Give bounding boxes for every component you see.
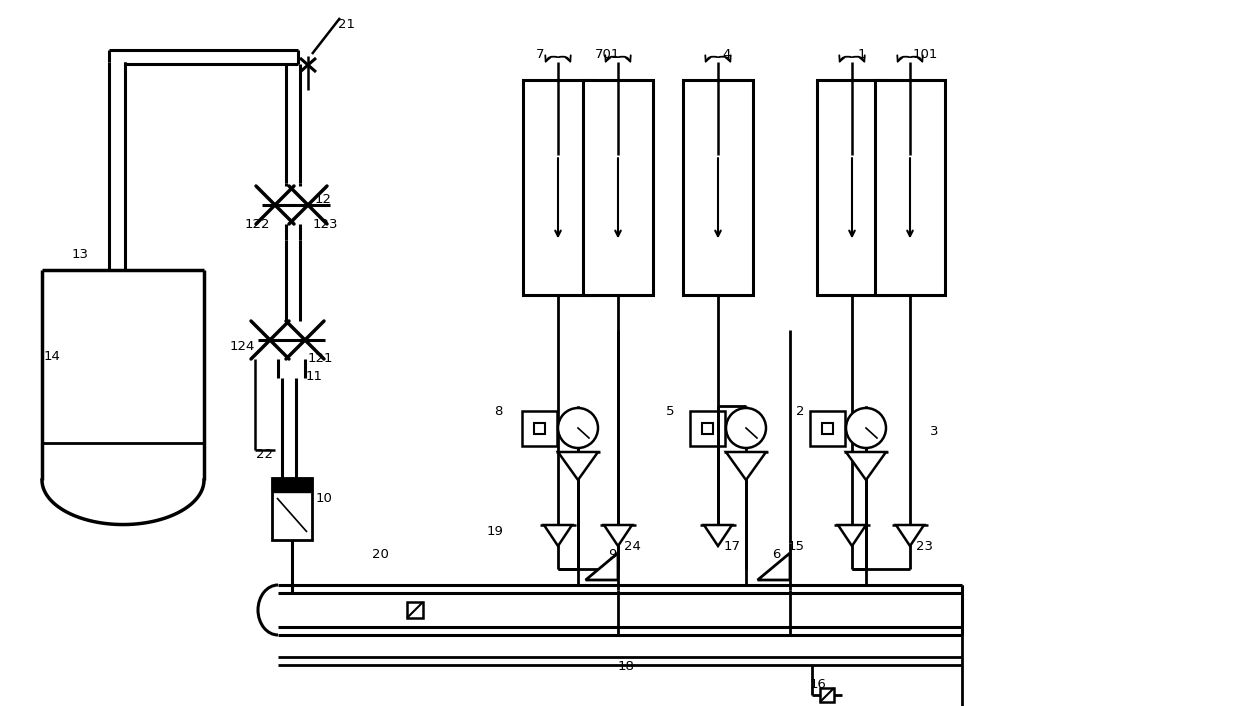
Text: 122: 122	[246, 218, 270, 231]
Polygon shape	[758, 553, 790, 580]
Bar	[817, 80, 887, 295]
Bar	[523, 80, 593, 295]
Bar	[820, 688, 835, 702]
Text: 24: 24	[624, 540, 641, 553]
Text: 20: 20	[372, 548, 389, 561]
Text: 13: 13	[72, 248, 89, 261]
Text: 101: 101	[913, 48, 939, 61]
Polygon shape	[897, 525, 924, 546]
Polygon shape	[604, 525, 632, 546]
Circle shape	[725, 408, 766, 448]
Text: 11: 11	[306, 370, 322, 383]
Text: 121: 121	[308, 352, 334, 365]
Bar	[583, 80, 653, 295]
Text: 18: 18	[618, 660, 635, 673]
Text: 12: 12	[315, 193, 332, 206]
Bar	[407, 602, 423, 618]
Polygon shape	[846, 452, 887, 480]
Text: 9: 9	[608, 548, 616, 561]
Text: 701: 701	[595, 48, 620, 61]
Text: 17: 17	[724, 540, 742, 553]
Text: 22: 22	[255, 448, 273, 461]
Polygon shape	[585, 553, 618, 580]
Text: 16: 16	[810, 678, 827, 691]
Text: 23: 23	[916, 540, 932, 553]
Text: 14: 14	[43, 350, 61, 363]
Bar	[702, 423, 713, 434]
Text: 7: 7	[536, 48, 544, 61]
Text: 8: 8	[494, 405, 502, 418]
Bar	[810, 411, 844, 446]
Bar	[272, 478, 312, 540]
Polygon shape	[544, 525, 572, 546]
Text: 2: 2	[796, 405, 805, 418]
Text: 123: 123	[312, 218, 339, 231]
Circle shape	[846, 408, 887, 448]
Text: 124: 124	[229, 340, 255, 353]
Polygon shape	[558, 452, 598, 480]
Bar	[822, 423, 833, 434]
Text: 1: 1	[858, 48, 867, 61]
Bar	[683, 80, 753, 295]
Text: 19: 19	[487, 525, 503, 538]
Bar	[522, 411, 557, 446]
Polygon shape	[838, 525, 866, 546]
Circle shape	[558, 408, 598, 448]
Bar	[875, 80, 945, 295]
Polygon shape	[704, 525, 732, 546]
Text: 4: 4	[722, 48, 730, 61]
Text: 3: 3	[930, 425, 939, 438]
Polygon shape	[725, 452, 766, 480]
Bar	[689, 411, 725, 446]
Text: 5: 5	[666, 405, 675, 418]
Text: 10: 10	[316, 492, 332, 505]
Text: 15: 15	[787, 540, 805, 553]
Text: 6: 6	[773, 548, 780, 561]
Bar	[534, 423, 546, 434]
Text: 21: 21	[339, 18, 355, 31]
Bar	[272, 478, 312, 492]
